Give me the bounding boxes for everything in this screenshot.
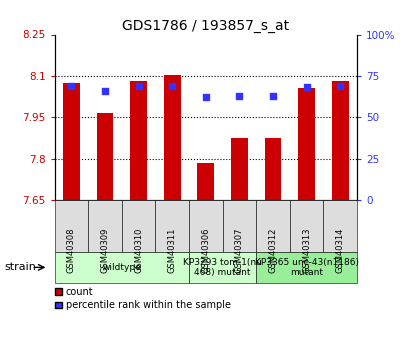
Point: [68, 83, 75, 89]
Text: GSM40314: GSM40314: [336, 228, 345, 273]
Text: GSM40307: GSM40307: [235, 228, 244, 273]
Point: [270, 93, 276, 99]
Text: strain: strain: [4, 263, 36, 272]
Text: KP3365 unc-43(n1186)
mutant: KP3365 unc-43(n1186) mutant: [255, 258, 359, 277]
Bar: [298, 88, 315, 200]
Bar: [63, 83, 80, 200]
Bar: [97, 113, 113, 200]
Point: [236, 93, 243, 99]
Point: [102, 88, 108, 93]
Point: [135, 83, 142, 89]
Point: [303, 85, 310, 90]
Text: GSM40311: GSM40311: [168, 228, 177, 273]
Text: GSM40306: GSM40306: [201, 228, 210, 273]
Text: percentile rank within the sample: percentile rank within the sample: [66, 300, 231, 310]
Text: wildtype: wildtype: [102, 263, 141, 272]
Text: GSM40312: GSM40312: [268, 228, 278, 273]
Text: count: count: [66, 287, 93, 296]
Bar: [130, 81, 147, 200]
Text: GSM40310: GSM40310: [134, 228, 143, 273]
Bar: [265, 138, 281, 200]
Text: GSM40313: GSM40313: [302, 228, 311, 273]
Point: [169, 83, 176, 89]
Bar: [164, 75, 181, 200]
Text: GSM40309: GSM40309: [100, 228, 110, 273]
Point: [202, 95, 209, 100]
Bar: [332, 81, 349, 200]
Title: GDS1786 / 193857_s_at: GDS1786 / 193857_s_at: [122, 19, 289, 33]
Bar: [197, 163, 214, 200]
Point: [337, 83, 344, 89]
Text: GSM40308: GSM40308: [67, 228, 76, 273]
Bar: [231, 138, 248, 200]
Text: KP3293 tom-1(nu
468) mutant: KP3293 tom-1(nu 468) mutant: [183, 258, 262, 277]
